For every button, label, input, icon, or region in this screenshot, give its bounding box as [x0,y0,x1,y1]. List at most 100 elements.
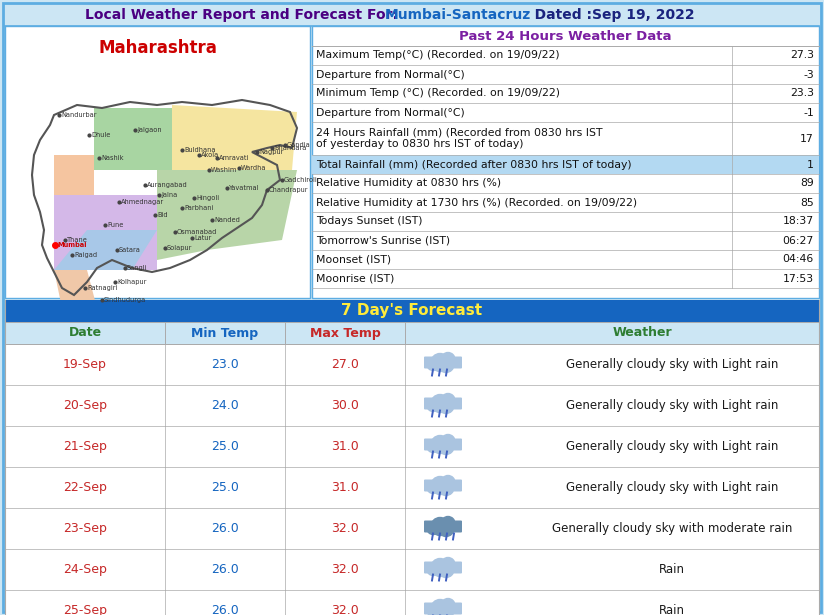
Text: Hingoli: Hingoli [196,195,219,201]
Text: Thane: Thane [67,237,88,243]
Text: Jalna: Jalna [161,192,177,198]
Text: Chandrapur: Chandrapur [269,187,308,193]
Circle shape [427,400,439,411]
Text: 24.0: 24.0 [211,399,239,412]
Circle shape [438,561,454,577]
Polygon shape [94,108,172,170]
Text: 27.3: 27.3 [790,50,814,60]
Text: Yavatmal: Yavatmal [229,185,260,191]
Circle shape [427,523,439,534]
Text: 27.0: 27.0 [331,358,359,371]
FancyBboxPatch shape [5,549,819,590]
Text: Pune: Pune [107,222,124,228]
Text: Min Temp: Min Temp [191,327,259,339]
Text: 26.0: 26.0 [211,604,239,615]
Text: 24-Sep: 24-Sep [63,563,107,576]
Text: Local Weather Report and Forecast For:: Local Weather Report and Forecast For: [85,8,398,22]
Text: Todays Sunset (IST): Todays Sunset (IST) [316,216,423,226]
Text: 25.0: 25.0 [211,440,239,453]
Circle shape [441,517,455,531]
FancyBboxPatch shape [5,344,819,385]
FancyBboxPatch shape [424,520,462,533]
Text: 85: 85 [800,197,814,207]
Circle shape [427,440,439,453]
Text: Parbhani: Parbhani [184,205,213,211]
Text: Nandurbar: Nandurbar [61,112,96,118]
Text: Mumbai: Mumbai [57,242,87,248]
Text: Osmanabad: Osmanabad [177,229,218,235]
Text: Past 24 Hours Weather Data: Past 24 Hours Weather Data [459,31,672,44]
Text: 31.0: 31.0 [331,440,359,453]
FancyBboxPatch shape [5,385,819,426]
Polygon shape [54,270,97,308]
FancyBboxPatch shape [5,26,310,298]
Text: Departure from Normal(°C): Departure from Normal(°C) [316,108,465,117]
Text: Jalgaon: Jalgaon [137,127,162,133]
Text: Rain: Rain [659,604,685,615]
Circle shape [431,517,449,536]
Text: Bhandara: Bhandara [274,145,307,151]
Text: Dhule: Dhule [91,132,110,138]
Text: -3: -3 [803,69,814,79]
Circle shape [431,354,449,371]
Circle shape [431,435,449,453]
Text: 18:37: 18:37 [783,216,814,226]
Circle shape [438,357,454,373]
Text: Moonrise (IST): Moonrise (IST) [316,274,395,284]
Polygon shape [54,155,94,195]
Circle shape [441,558,455,571]
Circle shape [427,605,439,615]
Text: 06:27: 06:27 [783,236,814,245]
FancyBboxPatch shape [424,438,462,451]
Text: 1: 1 [808,159,814,170]
Text: Maharashtra: Maharashtra [98,39,217,57]
Text: Gondia: Gondia [287,142,311,148]
Circle shape [427,482,439,493]
Text: 04:46: 04:46 [783,255,814,264]
Text: Akola: Akola [201,152,219,158]
FancyBboxPatch shape [312,155,819,174]
Text: Latur: Latur [194,235,211,241]
Text: Rain: Rain [659,563,685,576]
Circle shape [441,435,455,448]
Text: Solapur: Solapur [167,245,192,251]
Text: 32.0: 32.0 [331,522,359,535]
Polygon shape [54,195,157,270]
Circle shape [438,603,454,615]
Text: Relative Humidity at 1730 hrs (%) (Recorded. on 19/09/22): Relative Humidity at 1730 hrs (%) (Recor… [316,197,637,207]
Polygon shape [172,105,297,175]
Circle shape [427,359,439,370]
Circle shape [431,394,449,413]
Text: -1: -1 [803,108,814,117]
Text: Generally cloudy sky with Light rain: Generally cloudy sky with Light rain [566,440,778,453]
Text: 24 Hours Rainfall (mm) (Recorded from 0830 hrs IST
of yesterday to 0830 hrs IST : 24 Hours Rainfall (mm) (Recorded from 08… [316,128,602,149]
Text: Moonset (IST): Moonset (IST) [316,255,391,264]
Circle shape [441,598,455,613]
Text: Ahmednagar: Ahmednagar [121,199,164,205]
Text: 17: 17 [800,133,814,143]
Text: Mumbai-Santacruz: Mumbai-Santacruz [385,8,531,22]
Circle shape [431,558,449,576]
Text: Date: Date [68,327,101,339]
Text: Weather: Weather [612,327,672,339]
Text: 19-Sep: 19-Sep [63,358,107,371]
Text: Generally cloudy sky with Light rain: Generally cloudy sky with Light rain [566,358,778,371]
Text: Generally cloudy sky with Light rain: Generally cloudy sky with Light rain [566,481,778,494]
Text: 17:53: 17:53 [783,274,814,284]
Text: 32.0: 32.0 [331,604,359,615]
Text: Maximum Temp(°C) (Recorded. on 19/09/22): Maximum Temp(°C) (Recorded. on 19/09/22) [316,50,559,60]
FancyBboxPatch shape [5,300,819,322]
Circle shape [438,480,454,496]
Text: 31.0: 31.0 [331,481,359,494]
Text: Nagpur: Nagpur [259,149,283,155]
Text: Max Temp: Max Temp [310,327,381,339]
Text: 26.0: 26.0 [211,563,239,576]
Text: Buldhana: Buldhana [184,147,216,153]
Circle shape [438,438,454,454]
FancyBboxPatch shape [424,357,462,368]
Text: Sangli: Sangli [127,265,147,271]
Text: Nanded: Nanded [214,217,240,223]
Text: 23.3: 23.3 [790,89,814,98]
Text: Aurangabad: Aurangabad [147,182,188,188]
FancyBboxPatch shape [5,467,819,508]
